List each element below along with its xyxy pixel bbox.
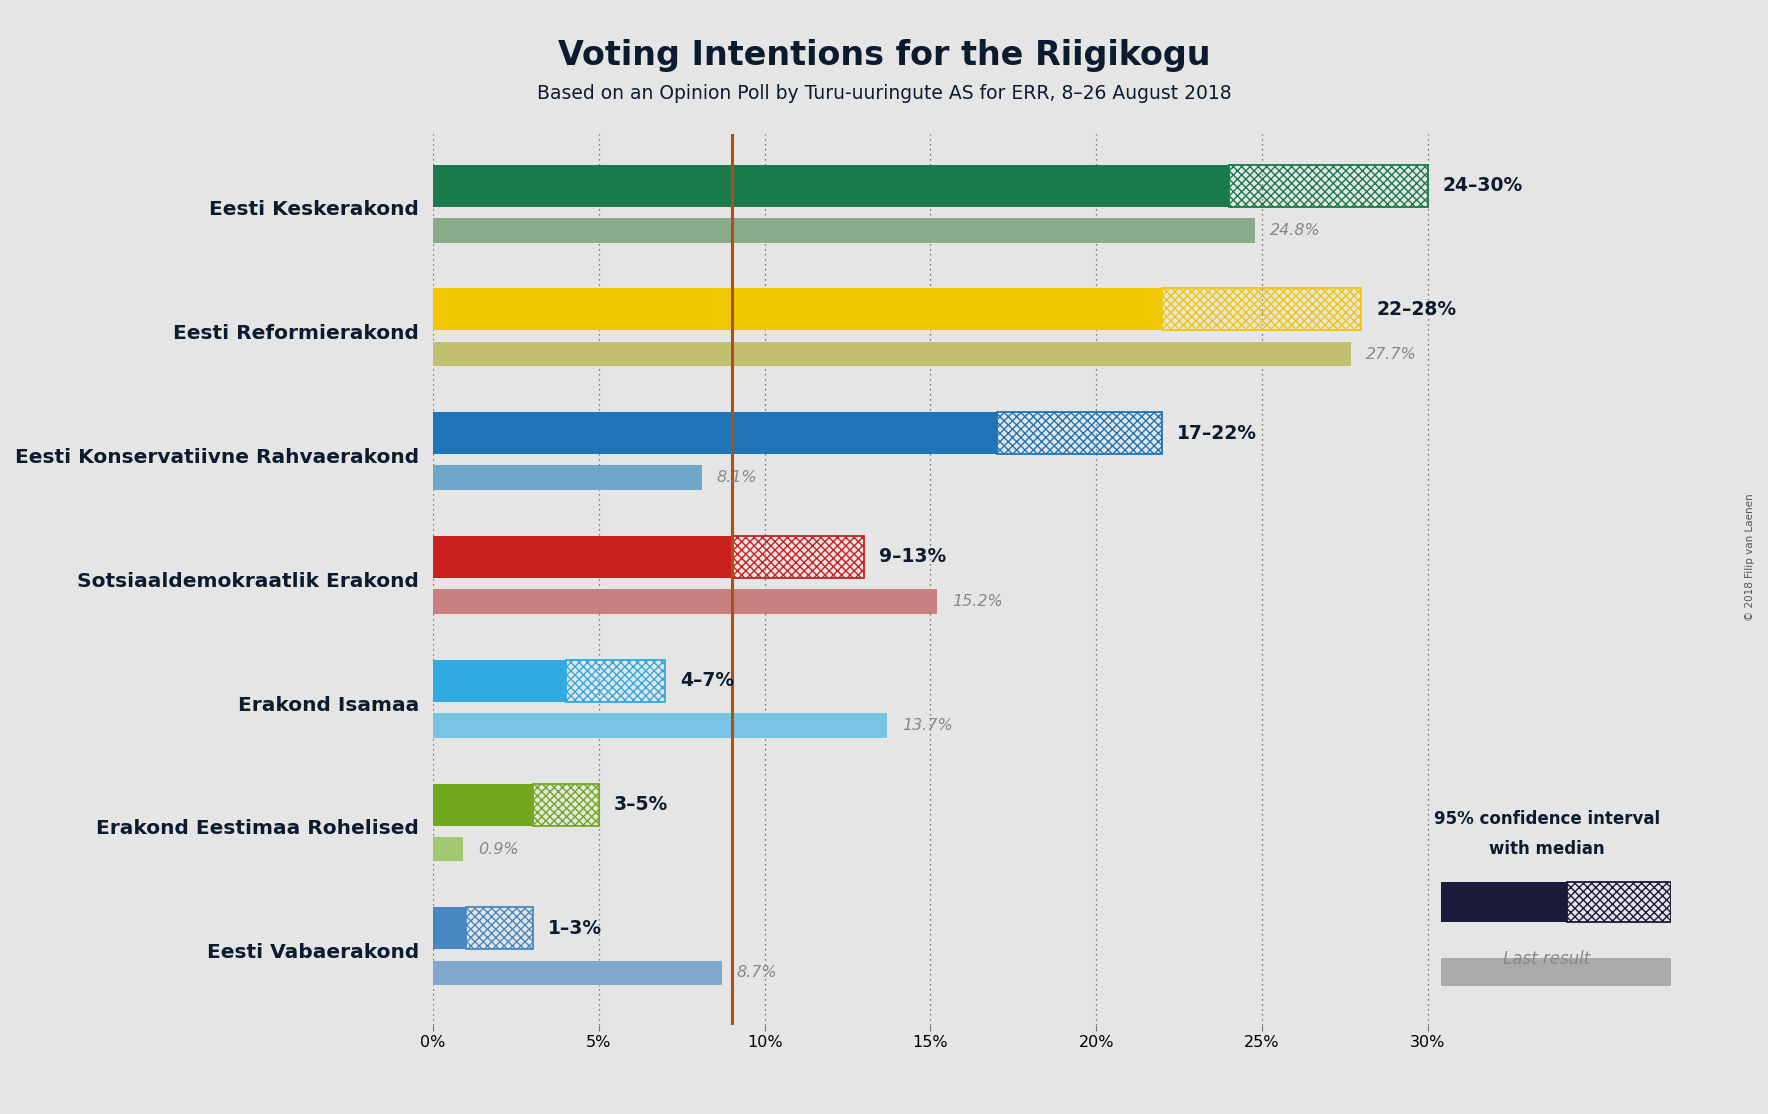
Bar: [433, 218, 1255, 243]
Bar: [1441, 958, 1671, 986]
Bar: [433, 659, 566, 702]
Bar: [566, 659, 665, 702]
Text: Based on an Opinion Poll by Turu-uuringute AS for ERR, 8–26 August 2018: Based on an Opinion Poll by Turu-uuringu…: [537, 84, 1231, 102]
Bar: [532, 783, 599, 825]
Text: © 2018 Filip van Laenen: © 2018 Filip van Laenen: [1745, 494, 1756, 620]
Text: Last result: Last result: [1503, 949, 1591, 968]
Bar: [433, 342, 1351, 367]
Bar: [997, 412, 1163, 455]
Text: 95% confidence interval: 95% confidence interval: [1434, 810, 1660, 829]
Text: 15.2%: 15.2%: [951, 594, 1002, 609]
Text: 8.7%: 8.7%: [737, 966, 778, 980]
Text: 4–7%: 4–7%: [681, 672, 734, 691]
Text: 1–3%: 1–3%: [548, 919, 601, 938]
Bar: [433, 907, 467, 949]
Bar: [433, 837, 463, 861]
Bar: [433, 960, 721, 985]
Text: 8.1%: 8.1%: [716, 470, 757, 486]
Text: 22–28%: 22–28%: [1376, 300, 1457, 319]
Text: 24–30%: 24–30%: [1443, 176, 1522, 195]
Text: 0.9%: 0.9%: [477, 841, 518, 857]
Bar: [467, 907, 532, 949]
Bar: [433, 536, 732, 578]
Text: Voting Intentions for the Riigikogu: Voting Intentions for the Riigikogu: [557, 39, 1211, 72]
Bar: [433, 165, 1229, 207]
Bar: [433, 412, 997, 455]
Bar: [1568, 882, 1671, 922]
Text: 27.7%: 27.7%: [1367, 346, 1418, 362]
Bar: [433, 783, 532, 825]
Bar: [1163, 289, 1361, 331]
Text: 24.8%: 24.8%: [1269, 223, 1321, 237]
Bar: [1229, 165, 1429, 207]
Text: 17–22%: 17–22%: [1177, 423, 1257, 442]
Text: with median: with median: [1489, 840, 1605, 859]
Bar: [732, 536, 865, 578]
Text: 9–13%: 9–13%: [879, 547, 946, 567]
Bar: [433, 713, 888, 737]
Bar: [433, 589, 937, 614]
Bar: [1441, 882, 1568, 922]
Text: 3–5%: 3–5%: [613, 795, 668, 814]
Text: 13.7%: 13.7%: [902, 717, 953, 733]
Bar: [433, 289, 1163, 331]
Bar: [433, 466, 702, 490]
